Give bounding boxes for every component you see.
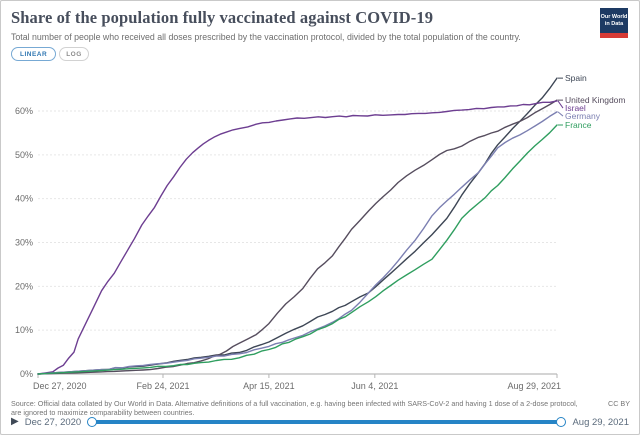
y-tick-label: 10% [15, 325, 33, 335]
series-line-germany[interactable] [37, 111, 558, 375]
timeline-control: ▶ Dec 27, 2020 Aug 29, 2021 [11, 413, 629, 431]
linear-scale-button[interactable]: LINEAR [11, 47, 57, 61]
timeline-end-handle[interactable] [556, 417, 567, 427]
series-label-united-kingdom[interactable]: United Kingdom [565, 95, 625, 105]
series-label-germany[interactable]: Germany [565, 111, 601, 121]
timeline-end-date[interactable]: Aug 29, 2021 [572, 416, 629, 428]
owid-logo[interactable]: Our World in Data [600, 8, 628, 38]
chart-header: Share of the population fully vaccinated… [11, 8, 595, 42]
y-tick-label: 30% [15, 238, 33, 248]
series-label-spain[interactable]: Spain [565, 73, 587, 83]
x-tick-label: Jun 4, 2021 [351, 381, 398, 391]
series-line-united-kingdom[interactable] [37, 99, 558, 375]
series-line-israel[interactable] [37, 100, 558, 375]
x-tick-label: Feb 24, 2021 [136, 381, 189, 391]
label-leader-line [557, 111, 564, 117]
y-tick-label: 50% [15, 150, 33, 160]
owid-logo-stripe [600, 33, 628, 38]
chart-title: Share of the population fully vaccinated… [11, 8, 434, 27]
timeline-start-handle[interactable] [87, 417, 98, 427]
play-icon[interactable]: ▶ [11, 416, 19, 427]
x-tick-label: Aug 29, 2021 [507, 381, 561, 391]
y-tick-label: 60% [15, 106, 33, 116]
scale-toggle: LINEAR LOG [11, 47, 89, 61]
chart-subtitle: Total number of people who received all … [11, 32, 521, 42]
series-line-france[interactable] [37, 124, 558, 375]
y-tick-label: 20% [15, 281, 33, 291]
series-label-israel[interactable]: Israel [565, 103, 586, 113]
x-tick-label: Apr 15, 2021 [243, 381, 295, 391]
y-tick-label: 40% [15, 194, 33, 204]
timeline-track[interactable] [91, 420, 563, 424]
timeline-start-date[interactable]: Dec 27, 2020 [24, 416, 82, 428]
chart-canvas[interactable]: 0% 10% 20% 30% 40% 50% 60% Dec 27, 2020 Feb 24, … [1, 61, 640, 395]
log-scale-button[interactable]: LOG [59, 47, 89, 61]
series-line-spain[interactable] [37, 77, 558, 375]
owid-logo-text: Our World in Data [600, 8, 628, 33]
series-label-france[interactable]: France [565, 120, 592, 130]
y-tick-label: 0% [20, 369, 33, 379]
label-leader-line [557, 100, 564, 109]
timeline-slider[interactable] [87, 416, 567, 428]
license-link[interactable]: CC BY [608, 399, 630, 408]
source-note: Source: Official data collated by Our Wo… [11, 399, 578, 418]
x-tick-label: Dec 27, 2020 [33, 381, 87, 391]
